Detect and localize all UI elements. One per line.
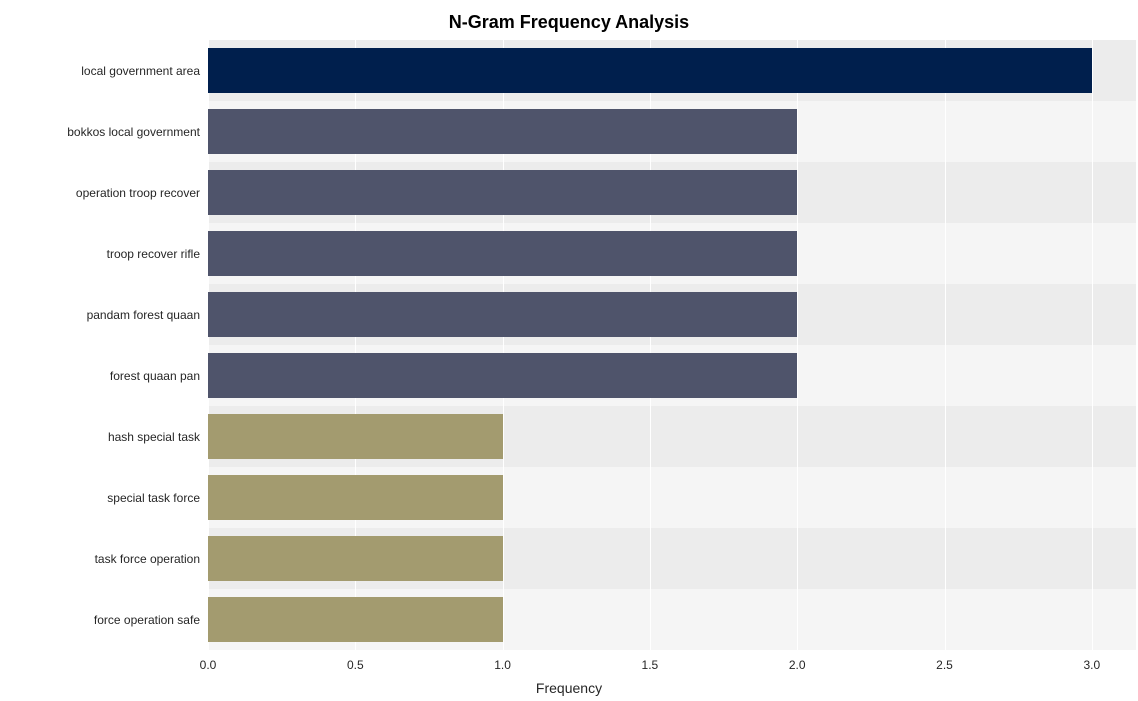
- y-tick-label: pandam forest quaan: [87, 308, 208, 322]
- bar: [208, 109, 797, 155]
- x-axis-label: Frequency: [8, 680, 1130, 696]
- x-tick-label: 2.5: [936, 650, 953, 672]
- bar: [208, 48, 1092, 94]
- bar: [208, 414, 503, 460]
- plot-area: 0.00.51.01.52.02.53.0local government ar…: [208, 40, 1136, 650]
- y-tick-label: special task force: [107, 491, 208, 505]
- bar: [208, 353, 797, 399]
- y-tick-label: task force operation: [95, 552, 208, 566]
- ngram-frequency-chart: N-Gram Frequency Analysis 0.0 0.5 1.0 1.5 2.…: [8, 8, 1130, 693]
- y-tick-label: force operation safe: [94, 613, 208, 627]
- x-tick-label: 3.0: [1083, 650, 1100, 672]
- bar: [208, 536, 503, 582]
- vertical-gridline: [945, 40, 946, 650]
- bar: [208, 170, 797, 216]
- bar: [208, 475, 503, 521]
- y-tick-label: bokkos local government: [67, 125, 208, 139]
- vertical-gridline: [1092, 40, 1093, 650]
- bar: [208, 231, 797, 277]
- y-tick-label: troop recover rifle: [107, 247, 208, 261]
- y-tick-label: local government area: [81, 64, 208, 78]
- y-tick-label: hash special task: [108, 430, 208, 444]
- bar: [208, 292, 797, 338]
- x-tick-label: 0.5: [347, 650, 364, 672]
- y-tick-label: operation troop recover: [76, 186, 208, 200]
- x-tick-label: 0.0: [200, 650, 217, 672]
- x-tick-label: 2.0: [789, 650, 806, 672]
- y-tick-label: forest quaan pan: [110, 369, 208, 383]
- x-tick-label: 1.0: [494, 650, 511, 672]
- x-tick-label: 1.5: [642, 650, 659, 672]
- bar: [208, 597, 503, 643]
- chart-title: N-Gram Frequency Analysis: [8, 12, 1130, 33]
- vertical-gridline: [797, 40, 798, 650]
